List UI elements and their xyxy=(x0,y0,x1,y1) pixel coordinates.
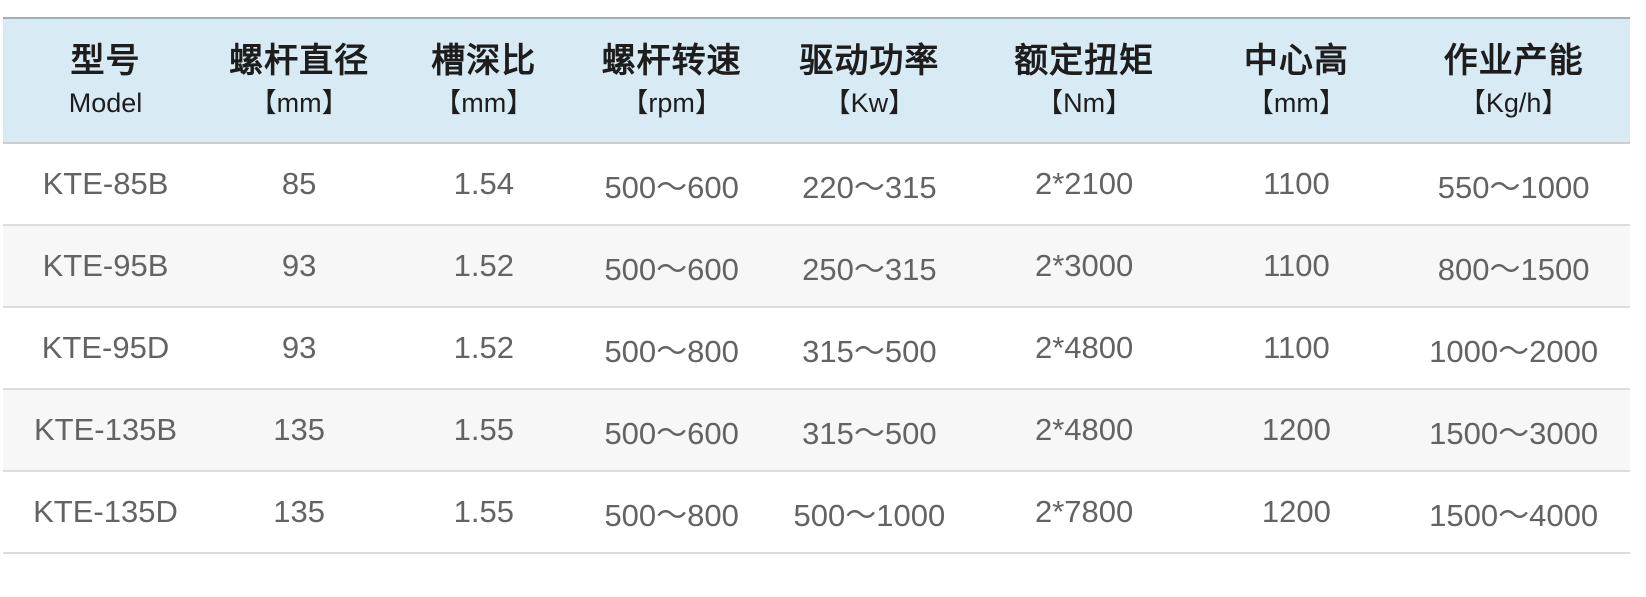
table-cell: 2*2100 xyxy=(972,143,1196,226)
table-cell: 2*3000 xyxy=(972,225,1196,308)
table-cell: 1100 xyxy=(1195,143,1398,226)
table-cell: 500～600 xyxy=(577,225,767,308)
table-cell: 2*4800 xyxy=(972,389,1196,472)
table-cell: 1100 xyxy=(1195,225,1398,308)
table-cell: 135 xyxy=(208,471,391,554)
table-cell: 1500～3000 xyxy=(1397,389,1630,472)
column-header-model: 型号 Model xyxy=(3,18,208,144)
table-row-KTE-85B: KTE-85B 85 1.54 500～600 220～315 2*2100 1100 550… xyxy=(3,143,1630,226)
column-unit: 【Kg/h】 xyxy=(1458,88,1569,119)
column-title: 额定扭矩 xyxy=(1014,41,1155,80)
table-cell: 500～1000 xyxy=(766,471,973,554)
model-cell: KTE-95B xyxy=(3,225,208,308)
column-title: 螺杆直径 xyxy=(229,41,370,80)
table-cell: 1100 xyxy=(1195,307,1398,390)
column-title: 型号 xyxy=(70,41,141,80)
model-cell: KTE-135D xyxy=(3,471,208,554)
table-cell: 1200 xyxy=(1195,471,1398,554)
column-header-rated-torque: 额定扭矩【Nm】 xyxy=(972,18,1196,144)
table-cell: 500～600 xyxy=(577,389,767,472)
table-cell: 1200 xyxy=(1195,389,1398,472)
table-cell: 500～600 xyxy=(577,143,767,226)
table-cell: 85 xyxy=(208,143,391,226)
table-row-KTE-95B: KTE-95B 93 1.52 500～600 250～315 2*3000 1100 800… xyxy=(3,225,1630,308)
table-cell: 315～500 xyxy=(766,389,973,472)
column-header-output-capacity: 作业产能【Kg/h】 xyxy=(1397,18,1630,144)
column-title: 螺杆转速 xyxy=(601,41,742,80)
column-unit: 【Kw】 xyxy=(823,88,916,119)
column-title: 中心高 xyxy=(1243,41,1349,80)
spec-table: 型号 Model 螺杆直径 【mm】 槽深比 【mm】 螺杆转速 【rpm】 驱动功率 【Kw】额… xyxy=(3,17,1630,554)
table-cell: 135 xyxy=(208,389,391,472)
column-title: 驱动功率 xyxy=(799,41,940,80)
column-header-screw-speed: 螺杆转速【rpm】 xyxy=(577,18,767,144)
model-cell: KTE-95D xyxy=(3,307,208,390)
table-cell: 93 xyxy=(208,225,391,308)
column-header-screw-diameter: 螺杆直径【mm】 xyxy=(208,18,391,144)
model-cell: KTE-85B xyxy=(3,143,208,226)
column-unit: 【Nm】 xyxy=(1036,88,1133,119)
column-unit: 【rpm】 xyxy=(621,88,722,119)
column-title: 槽深比 xyxy=(431,41,537,80)
table-cell: 500～800 xyxy=(577,307,767,390)
column-header-groove-depth-ratio: 槽深比【mm】 xyxy=(390,18,578,144)
table-header: 型号 Model 螺杆直径 【mm】 槽深比 【mm】 螺杆转速 【rpm】 驱动功率 【Kw】额… xyxy=(3,18,1630,144)
column-unit: 【mm】 xyxy=(434,88,534,119)
table-body: KTE-85B 85 1.54 500～600 220～315 2*2100 1100 550… xyxy=(3,143,1630,554)
table-cell: 1.54 xyxy=(390,143,578,226)
table-cell: 2*4800 xyxy=(972,307,1196,390)
table-cell: 1500～4000 xyxy=(1397,471,1630,554)
table-cell: 1.55 xyxy=(390,471,578,554)
header-row: 型号 Model 螺杆直径 【mm】 槽深比 【mm】 螺杆转速 【rpm】 驱动功率 【Kw】额… xyxy=(3,18,1630,144)
table-cell: 800～1500 xyxy=(1397,225,1630,308)
column-header-drive-power: 驱动功率【Kw】 xyxy=(766,18,973,144)
table-row-KTE-135D: KTE-135D 135 1.55 500～800 500～1000 2*7800 1200… xyxy=(3,471,1630,554)
table-cell: 550～1000 xyxy=(1397,143,1630,226)
table-cell: 220～315 xyxy=(766,143,973,226)
table-row-KTE-135B: KTE-135B 135 1.55 500～600 315～500 2*4800 1200 1… xyxy=(3,389,1630,472)
table-cell: 315～500 xyxy=(766,307,973,390)
column-unit: Model xyxy=(68,88,143,119)
table-cell: 93 xyxy=(208,307,391,390)
table-cell: 1.52 xyxy=(390,225,578,308)
table-cell: 2*7800 xyxy=(972,471,1196,554)
table-cell: 1.52 xyxy=(390,307,578,390)
table-cell: 250～315 xyxy=(766,225,973,308)
column-unit: 【mm】 xyxy=(249,88,349,119)
table-row-KTE-95D: KTE-95D 93 1.52 500～800 315～500 2*4800 1100 100… xyxy=(3,307,1630,390)
spec-table-container: 型号 Model 螺杆直径 【mm】 槽深比 【mm】 螺杆转速 【rpm】 驱动功率 【Kw】额… xyxy=(3,17,1630,554)
column-unit: 【mm】 xyxy=(1246,88,1346,119)
table-cell: 1000～2000 xyxy=(1397,307,1630,390)
column-title: 作业产能 xyxy=(1443,41,1584,80)
model-cell: KTE-135B xyxy=(3,389,208,472)
column-header-center-height: 中心高【mm】 xyxy=(1195,18,1398,144)
table-cell: 500～800 xyxy=(577,471,767,554)
table-cell: 1.55 xyxy=(390,389,578,472)
